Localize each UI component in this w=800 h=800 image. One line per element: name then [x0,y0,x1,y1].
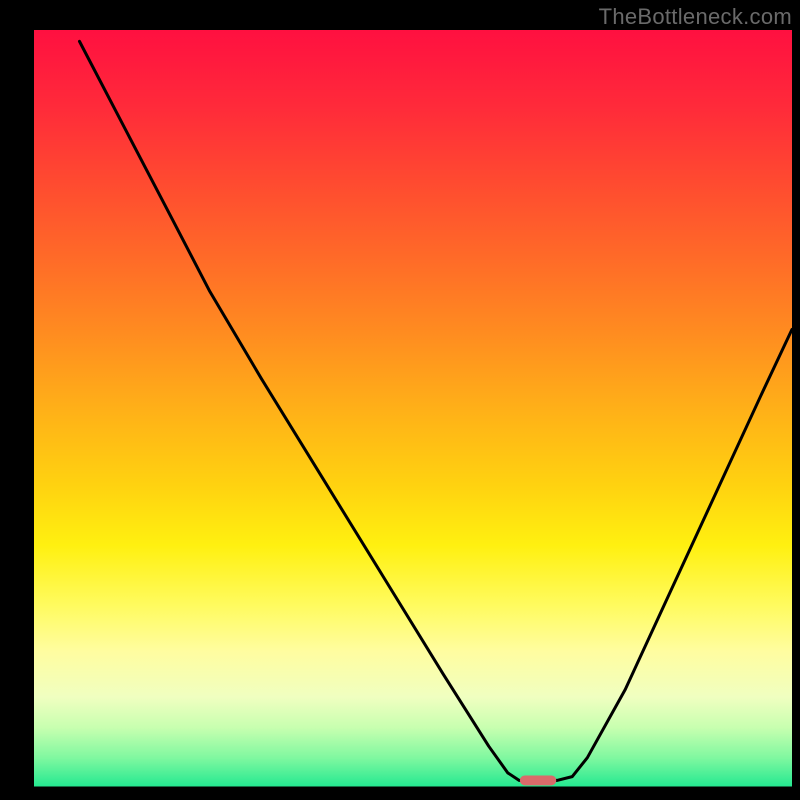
bottleneck-chart: TheBottleneck.com [0,0,800,800]
bottleneck-curve [34,30,792,788]
optimal-marker [520,775,556,785]
watermark-text: TheBottleneck.com [599,4,792,30]
plot-area [34,30,792,788]
